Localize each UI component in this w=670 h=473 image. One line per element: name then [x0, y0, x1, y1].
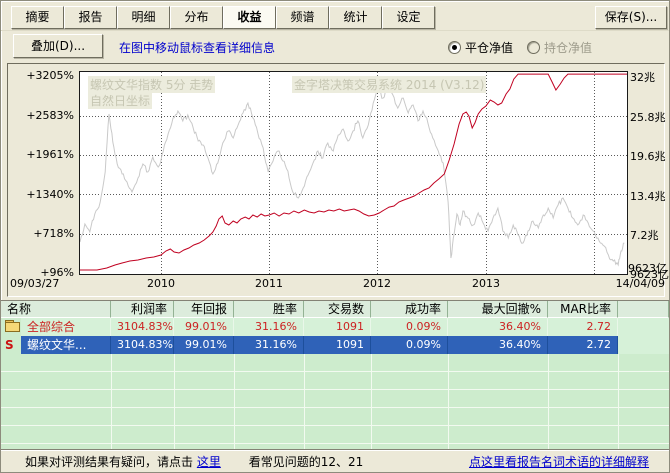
grid-column-line — [304, 354, 305, 449]
equity-curve-line — [80, 73, 627, 271]
grid-column-line — [234, 354, 235, 449]
x-axis-tick: 2010 — [147, 277, 175, 290]
save-button[interactable]: 保存(S)... — [595, 6, 667, 29]
right-axis-tick: 32兆 — [630, 71, 655, 84]
row-value-cell[interactable]: 3104.83% — [111, 336, 174, 354]
closed-netvalue-radio[interactable] — [448, 41, 461, 54]
question-text: 如果对评测结果有疑问，请点击 — [25, 455, 194, 469]
x-axis-tick: 14/04/09 — [615, 277, 665, 290]
equity-chart-panel: +3205% +2583% +1961% +1340% +718% +96% 32兆 25.… — [7, 63, 669, 297]
column-header-MAR比率[interactable]: MAR比率 — [548, 301, 618, 318]
row-value-cell[interactable]: 2.72 — [548, 336, 618, 354]
table-row-螺纹文华...[interactable]: S 螺纹文华... 3104.83% 99.01% 31.16% 1091 0.09% 36.… — [1, 336, 669, 354]
right-axis-tick: 7.2兆 — [630, 229, 659, 242]
row-value-cell[interactable]: 0.09% — [371, 318, 448, 336]
right-axis-tick: 13.4兆 — [630, 190, 666, 203]
tab-频谱[interactable]: 频谱 — [276, 6, 329, 29]
left-axis-tick: +1961% — [26, 148, 74, 161]
left-axis-tick: +96% — [40, 266, 74, 279]
grid-column-line — [111, 354, 112, 449]
open-netvalue-radio[interactable] — [527, 41, 541, 54]
left-axis-tick: +718% — [33, 227, 74, 240]
table-row-全部综合[interactable]: 全部综合 3104.83% 99.01% 31.16% 1091 0.09% 36.40% 2… — [1, 318, 669, 336]
overlay-button[interactable]: 叠加(D)... — [13, 34, 103, 58]
chart-watermark-coordmode: 自然日坐标 — [88, 92, 153, 109]
tab-报告[interactable]: 报告 — [64, 6, 117, 29]
column-header-最大回撤%[interactable]: 最大回撤% — [448, 301, 548, 318]
right-axis-tick: 19.6兆 — [630, 150, 666, 163]
x-axis-tick: 2011 — [255, 277, 283, 290]
tab-明细[interactable]: 明细 — [117, 6, 170, 29]
strategy-icon: S — [5, 338, 14, 352]
row-value-cell[interactable]: 1091 — [304, 318, 371, 336]
index-price-line — [80, 87, 625, 267]
column-header-交易数[interactable]: 交易数 — [304, 301, 371, 318]
row-value-cell[interactable]: 36.40% — [448, 318, 548, 336]
left-axis-tick: +3205% — [26, 69, 74, 82]
faq-text: 看常见问题的12、21 — [248, 455, 364, 469]
row-filler-cell — [618, 318, 669, 336]
grid-column-line — [618, 354, 619, 449]
glossary-link[interactable]: 点这里看报告名词术语的详细解释 — [468, 455, 649, 469]
row-value-cell[interactable]: 31.16% — [234, 318, 304, 336]
grid-column-line — [448, 354, 449, 449]
right-axis-tick: 25.8兆 — [630, 111, 666, 124]
x-axis-tick: 2012 — [363, 277, 391, 290]
right-axis-tick: 9623亿 — [630, 268, 669, 281]
grid-column-line — [174, 354, 175, 449]
row-value-cell[interactable]: 2.72 — [548, 318, 618, 336]
row-value-cell[interactable]: 99.01% — [174, 336, 234, 354]
row-name-cell[interactable]: 全部综合 — [21, 318, 111, 336]
left-axis-tick: +1340% — [26, 188, 74, 201]
row-value-cell[interactable]: 3104.83% — [111, 318, 174, 336]
column-header-名称[interactable]: 名称 — [1, 301, 111, 318]
chart-watermark-symbol: 螺纹文华指数 5分 走势 — [88, 76, 216, 93]
tab-统计[interactable]: 统计 — [329, 6, 382, 29]
toolbar-divider — [1, 30, 669, 31]
empty-grid-area — [1, 354, 669, 449]
row-value-cell[interactable]: 0.09% — [371, 336, 448, 354]
chart-watermark-brand: 金字塔决策交易系统 2014 (V3.12) — [292, 76, 487, 93]
tab-收益[interactable]: 收益 — [223, 6, 276, 29]
x-axis-tick: 09/03/27 — [10, 277, 60, 290]
netvalue-radio-group: 平仓净值 持仓净值 — [448, 39, 602, 56]
chart-hover-hint: 在图中移动鼠标查看详细信息 — [119, 41, 276, 55]
row-value-cell[interactable]: 36.40% — [448, 336, 548, 354]
row-value-cell[interactable]: 99.01% — [174, 318, 234, 336]
row-icon-cell: S — [1, 336, 21, 354]
grid-column-line — [371, 354, 372, 449]
status-bar: 如果对评测结果有疑问，请点击 这里 看常见问题的12、21 点这里看报告名词术语… — [1, 450, 669, 472]
left-axis-tick: +2583% — [26, 109, 74, 122]
chart-canvas — [80, 72, 627, 274]
tab-设定[interactable]: 设定 — [382, 6, 435, 29]
column-header-成功率[interactable]: 成功率 — [371, 301, 448, 318]
row-name-cell[interactable]: 螺纹文华... — [21, 336, 111, 354]
row-value-cell[interactable]: 31.16% — [234, 336, 304, 354]
closed-netvalue-label[interactable]: 平仓净值 — [465, 41, 514, 55]
tab-摘要[interactable]: 摘要 — [11, 6, 64, 29]
row-icon-cell — [1, 318, 21, 336]
x-axis-tick: 2013 — [472, 277, 500, 290]
column-header-利润率[interactable]: 利润率 — [111, 301, 174, 318]
results-table: 名称 利润率 年回报 胜率 交易数 成功率 最大回撤% MAR比率 全部综合 3104.83% 99… — [1, 300, 669, 449]
row-filler-cell — [618, 336, 669, 354]
column-header-filler[interactable] — [618, 301, 669, 318]
grid-column-line — [548, 354, 549, 449]
chart-plot-area[interactable]: 螺纹文华指数 5分 走势 自然日坐标 金字塔决策交易系统 2014 (V3.12… — [79, 71, 628, 275]
row-value-cell[interactable]: 1091 — [304, 336, 371, 354]
column-header-胜率[interactable]: 胜率 — [234, 301, 304, 318]
right-axis-base-label: 9623亿 — [628, 262, 667, 275]
here-link[interactable]: 这里 — [196, 455, 221, 469]
column-header-年回报[interactable]: 年回报 — [174, 301, 234, 318]
tab-分布[interactable]: 分布 — [170, 6, 223, 29]
open-netvalue-label: 持仓净值 — [544, 41, 593, 55]
folder-icon — [5, 320, 20, 332]
